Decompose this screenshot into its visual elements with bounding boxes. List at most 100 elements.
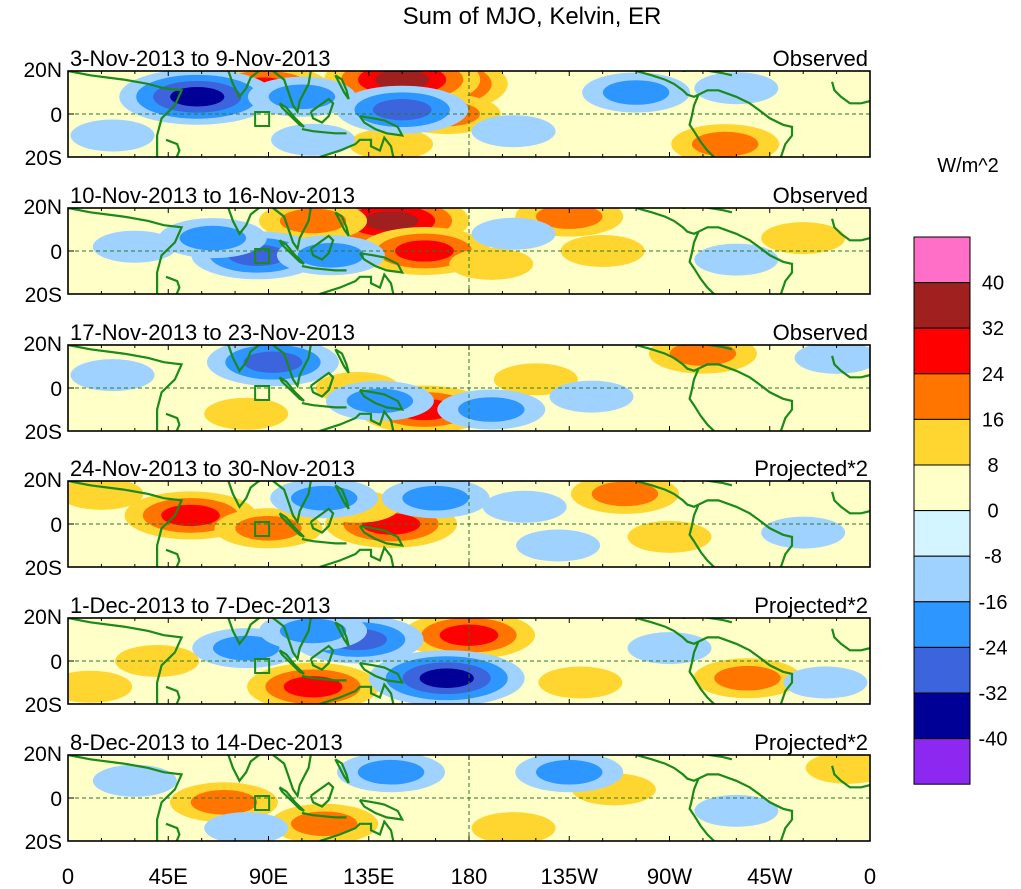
x-tick-label: 180 bbox=[451, 864, 488, 889]
anomaly-field bbox=[92, 208, 846, 280]
colorbar-swatch bbox=[913, 373, 971, 420]
anomaly-9 bbox=[549, 380, 634, 413]
anomaly-11 bbox=[582, 72, 691, 113]
y-tick-label: 20S bbox=[25, 831, 62, 854]
panel-date-label: 8-Dec-2013 to 14-Dec-2013 bbox=[70, 730, 343, 755]
y-tick-label: 20S bbox=[25, 147, 62, 170]
anomaly-4 bbox=[538, 666, 623, 699]
reference-box bbox=[254, 658, 271, 674]
colorbar-level-label: -24 bbox=[979, 637, 1008, 659]
anomaly-15 bbox=[271, 123, 356, 156]
colorbar-swatch bbox=[913, 738, 971, 785]
anomaly-9 bbox=[92, 764, 177, 797]
anomaly-7 bbox=[761, 222, 846, 255]
anomaly-field bbox=[92, 755, 870, 841]
colorbar-swatch bbox=[913, 555, 971, 603]
coastline bbox=[68, 618, 870, 704]
colorbar-level-label: -8 bbox=[984, 546, 1002, 568]
y-tick-label: 0 bbox=[50, 514, 62, 537]
colorbar-units-label: W/m^2 bbox=[937, 155, 999, 177]
panel-status-label: Projected*2 bbox=[754, 456, 868, 481]
reference-box bbox=[254, 248, 271, 264]
anomaly-6 bbox=[206, 345, 339, 387]
anomaly-12 bbox=[471, 217, 556, 250]
anomaly-14 bbox=[70, 119, 155, 152]
y-tick-label: 0 bbox=[50, 104, 62, 127]
colorbar-level-label: 16 bbox=[982, 409, 1004, 431]
anomaly-13 bbox=[92, 230, 177, 263]
anomaly-6 bbox=[349, 128, 434, 157]
anomaly-8 bbox=[270, 481, 379, 519]
anomaly-8 bbox=[204, 812, 289, 841]
anomaly-11 bbox=[627, 632, 712, 665]
panel-date-label: 1-Dec-2013 to 7-Dec-2013 bbox=[70, 593, 330, 618]
anomaly-9 bbox=[276, 235, 385, 276]
anomaly-5 bbox=[449, 247, 534, 280]
x-tick-label: 90W bbox=[647, 864, 692, 889]
panel-date-label: 10-Nov-2013 to 16-Nov-2013 bbox=[70, 183, 355, 208]
y-tick-label: 0 bbox=[50, 378, 62, 401]
reference-box bbox=[254, 521, 271, 537]
panel-date-label: 17-Nov-2013 to 23-Nov-2013 bbox=[70, 320, 355, 345]
colorbar-swatch bbox=[913, 236, 971, 284]
panel-status-label: Projected*2 bbox=[754, 593, 868, 618]
anomaly-2 bbox=[403, 618, 535, 660]
colorbar-level-label: -16 bbox=[979, 592, 1008, 614]
y-tick-label: 20N bbox=[23, 196, 62, 219]
colorbar-level-label: 24 bbox=[982, 364, 1004, 386]
anomaly-10 bbox=[694, 794, 779, 827]
colorbar-level-label: 0 bbox=[987, 501, 998, 523]
colorbar-level-label: 8 bbox=[987, 455, 998, 477]
anomaly-5 bbox=[471, 812, 556, 841]
x-tick-label: 90E bbox=[249, 864, 288, 889]
y-tick-label: 20S bbox=[25, 694, 62, 717]
anomaly-12 bbox=[783, 666, 868, 699]
panels-group: 20N 0 20S 3-Nov-2013 to 9-Nov-2013 Observed 2… bbox=[23, 46, 871, 854]
anomaly-6 bbox=[337, 755, 446, 793]
anomaly-5 bbox=[493, 363, 578, 396]
colorbar-swatch bbox=[913, 510, 971, 557]
y-tick-label: 20N bbox=[23, 59, 62, 82]
x-tick-label: 0 bbox=[864, 864, 876, 889]
coastline bbox=[68, 755, 870, 841]
colorbar-swatch bbox=[913, 464, 971, 512]
anomaly-7 bbox=[68, 481, 144, 510]
y-tick-label: 20N bbox=[23, 333, 62, 356]
colorbar-level-label: -40 bbox=[979, 729, 1008, 751]
x-tick-label: 45E bbox=[149, 864, 188, 889]
anomaly-9 bbox=[336, 85, 469, 134]
colorbar-swatch bbox=[913, 282, 971, 329]
anomaly-2 bbox=[648, 345, 757, 374]
y-tick-label: 0 bbox=[50, 651, 62, 674]
reference-box bbox=[254, 385, 271, 401]
panel-3: 20N 0 20S 17-Nov-2013 to 23-Nov-2013 Observe… bbox=[23, 320, 871, 444]
y-tick-label: 20N bbox=[23, 606, 62, 629]
anomaly-11 bbox=[70, 359, 155, 392]
reference-box bbox=[254, 111, 271, 127]
anomaly-11 bbox=[516, 529, 601, 562]
colorbar-swatch bbox=[913, 692, 971, 740]
anomaly-6 bbox=[68, 670, 133, 703]
panel-status-label: Observed bbox=[773, 320, 868, 345]
colorbar-swatch bbox=[913, 601, 971, 648]
x-axis: 0 45E 90E 135E 180 135W 90W 45W 0 bbox=[62, 864, 876, 889]
panel-date-label: 24-Nov-2013 to 30-Nov-2013 bbox=[70, 456, 355, 481]
anomaly-10 bbox=[158, 218, 267, 259]
anomaly-4 bbox=[805, 755, 870, 784]
panel-4: 20N 0 20S 24-Nov-2013 to 30-Nov-2013 Project… bbox=[23, 456, 871, 580]
colorbar-level-label: 40 bbox=[982, 273, 1004, 295]
anomaly-12 bbox=[761, 516, 846, 549]
reference-box bbox=[254, 795, 271, 811]
y-tick-label: 20S bbox=[25, 557, 62, 580]
colorbar-swatch bbox=[913, 327, 971, 375]
y-tick-label: 0 bbox=[50, 788, 62, 811]
coastline bbox=[68, 208, 870, 294]
colorbar: W/m^2 40 32 24 16 8 0 -8 -16 -24 -32 -40 bbox=[913, 155, 1008, 785]
anomaly-8 bbox=[437, 389, 546, 430]
colorbar-level-label: 32 bbox=[982, 318, 1004, 340]
anomaly-7 bbox=[325, 380, 434, 421]
panel-status-label: Observed bbox=[773, 183, 868, 208]
x-tick-label: 135E bbox=[343, 864, 394, 889]
panel-date-label: 3-Nov-2013 to 9-Nov-2013 bbox=[70, 46, 330, 71]
anomaly-1 bbox=[247, 662, 380, 704]
